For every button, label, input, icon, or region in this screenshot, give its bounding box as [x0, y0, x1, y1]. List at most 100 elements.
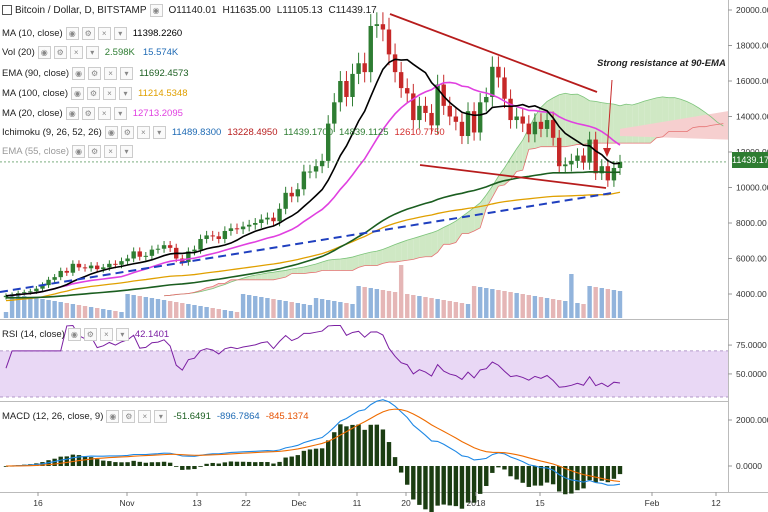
close-icon[interactable]: × — [103, 86, 116, 100]
volume-bar — [34, 298, 39, 318]
indicator-label: MA (20, close) — [2, 107, 63, 119]
volume-bar — [155, 299, 161, 318]
volume-bar — [484, 288, 489, 318]
ma10-line — [5, 58, 621, 297]
rsi-band — [0, 350, 728, 397]
macd-histogram-bar — [392, 457, 398, 466]
cloud-segment — [407, 238, 414, 261]
indicator-legend-ma100[interactable]: MA (100, close) ◉ ⚙ × ▾ 11214.5348 — [2, 86, 188, 100]
ohlc-low: L11105.13 — [276, 4, 323, 16]
more-icon[interactable]: ▾ — [120, 144, 134, 158]
settings-icon[interactable]: ⚙ — [87, 86, 100, 100]
more-icon[interactable]: ▾ — [152, 125, 166, 139]
candle-body — [3, 295, 9, 298]
candle-body — [265, 217, 270, 220]
close-icon[interactable]: × — [97, 106, 111, 120]
candle-body — [119, 261, 124, 265]
cloud-segment — [388, 244, 396, 263]
candle-body — [557, 137, 562, 167]
eye-icon[interactable]: ◉ — [72, 144, 86, 158]
macd-histogram-bar — [64, 456, 69, 466]
settings-icon[interactable]: ⚙ — [81, 106, 95, 120]
wedge-upper-line — [389, 13, 598, 93]
more-icon[interactable]: ▾ — [115, 327, 129, 341]
macd-histogram-bar — [186, 466, 191, 470]
settings-icon[interactable]: ⚙ — [88, 66, 102, 80]
macd-histogram-bar — [192, 466, 197, 470]
volume-bar — [368, 288, 373, 318]
macd-histogram-bar — [374, 424, 380, 466]
eye-icon[interactable]: ◉ — [65, 106, 79, 120]
settings-icon[interactable]: ⚙ — [120, 125, 134, 139]
volume-bar — [186, 304, 191, 318]
close-icon[interactable]: × — [136, 125, 150, 139]
macd-histogram-bar — [593, 466, 598, 483]
cloud-segment — [340, 258, 347, 271]
eye-icon[interactable]: ◉ — [149, 3, 163, 17]
indicator-legend-ichimoku[interactable]: Ichimoku (9, 26, 52, 26) ◉ ⚙ × ▾ 11489.8300… — [2, 125, 445, 139]
settings-icon[interactable]: ⚙ — [122, 409, 136, 423]
close-icon[interactable]: × — [104, 66, 118, 80]
eye-icon[interactable]: ◉ — [67, 327, 81, 341]
indicator-legend-vol[interactable]: Vol (20) ◉ ⚙ × ▾ 2.598K 15.574K — [2, 45, 178, 59]
volume-bar — [234, 312, 240, 318]
eye-icon[interactable]: ◉ — [71, 86, 84, 100]
more-icon[interactable]: ▾ — [113, 26, 127, 40]
volume-bar — [22, 296, 27, 318]
price-axis[interactable]: 20000.0018000.0016000.0014000.0012000.00… — [0, 5, 768, 299]
candle-body — [374, 24, 380, 26]
more-icon[interactable]: ▾ — [120, 66, 134, 80]
macd-histogram-bar — [289, 456, 294, 466]
volume-bar — [411, 295, 416, 318]
sub-axis-label: 50.0000 — [736, 369, 767, 379]
more-icon[interactable]: ▾ — [154, 409, 168, 423]
macd-histogram-bar — [617, 466, 623, 475]
close-icon[interactable]: × — [97, 26, 111, 40]
candle-body — [392, 54, 398, 73]
settings-icon[interactable]: ⚙ — [81, 26, 95, 40]
collapse-icon[interactable] — [2, 5, 12, 15]
time-axis[interactable]: 16 Nov 13 22 Dec 11 20 2018 15 Feb 12 — [33, 492, 721, 508]
symbol-title[interactable]: Bitcoin / Dollar, D, BITSTAMP — [15, 4, 147, 16]
close-icon[interactable]: × — [99, 327, 113, 341]
eye-icon[interactable]: ◉ — [72, 66, 86, 80]
candle-body — [295, 189, 301, 197]
settings-icon[interactable]: ⚙ — [88, 144, 102, 158]
close-icon[interactable]: × — [69, 45, 83, 59]
eye-icon[interactable]: ◉ — [65, 26, 79, 40]
volume-bar — [101, 309, 106, 318]
volume-bar — [107, 310, 112, 318]
volume-bar — [149, 298, 155, 318]
more-icon[interactable]: ▾ — [119, 86, 132, 100]
candle-body — [319, 160, 325, 167]
ma100-line — [5, 191, 621, 302]
cloud-segment — [449, 221, 456, 245]
cloud-segment — [474, 202, 481, 231]
rsi-legend[interactable]: RSI (14, close) ◉ ⚙ × ▾ 42.1401 — [2, 327, 169, 341]
cloud-segment — [431, 230, 438, 257]
close-icon[interactable]: × — [138, 409, 152, 423]
indicator-legend-ema90[interactable]: EMA (90, close) ◉ ⚙ × ▾ 11692.4573 — [2, 66, 189, 80]
indicator-legend-ma20[interactable]: MA (20, close) ◉ ⚙ × ▾ 12713.2095 — [2, 106, 183, 120]
macd-histogram-bar — [198, 466, 203, 467]
macd-histogram-bar — [532, 466, 538, 486]
candle-body — [125, 258, 130, 262]
cloud-segment — [492, 176, 499, 198]
more-icon[interactable]: ▾ — [85, 45, 99, 59]
volume-bar — [490, 289, 495, 318]
close-icon[interactable]: × — [104, 144, 118, 158]
macd-histogram-bar — [496, 466, 501, 468]
indicator-legend-ema55[interactable]: EMA (55, close) ◉ ⚙ × ▾ — [2, 144, 134, 158]
macd-legend[interactable]: MACD (12, 26, close, 9) ◉ ⚙ × ▾ -51.6491 -8… — [2, 409, 308, 423]
settings-icon[interactable]: ⚙ — [83, 327, 97, 341]
settings-icon[interactable]: ⚙ — [53, 45, 67, 59]
eye-icon[interactable]: ◉ — [106, 409, 120, 423]
macd-histogram-bar — [167, 462, 173, 466]
eye-icon[interactable]: ◉ — [37, 45, 51, 59]
indicator-legend-ma10[interactable]: MA (10, close) ◉ ⚙ × ▾ 11398.2260 — [2, 26, 182, 40]
symbol-header: Bitcoin / Dollar, D, BITSTAMP ◉ O11140.0… — [2, 3, 377, 17]
eye-icon[interactable]: ◉ — [104, 125, 118, 139]
more-icon[interactable]: ▾ — [113, 106, 127, 120]
volume-bar — [362, 287, 367, 318]
